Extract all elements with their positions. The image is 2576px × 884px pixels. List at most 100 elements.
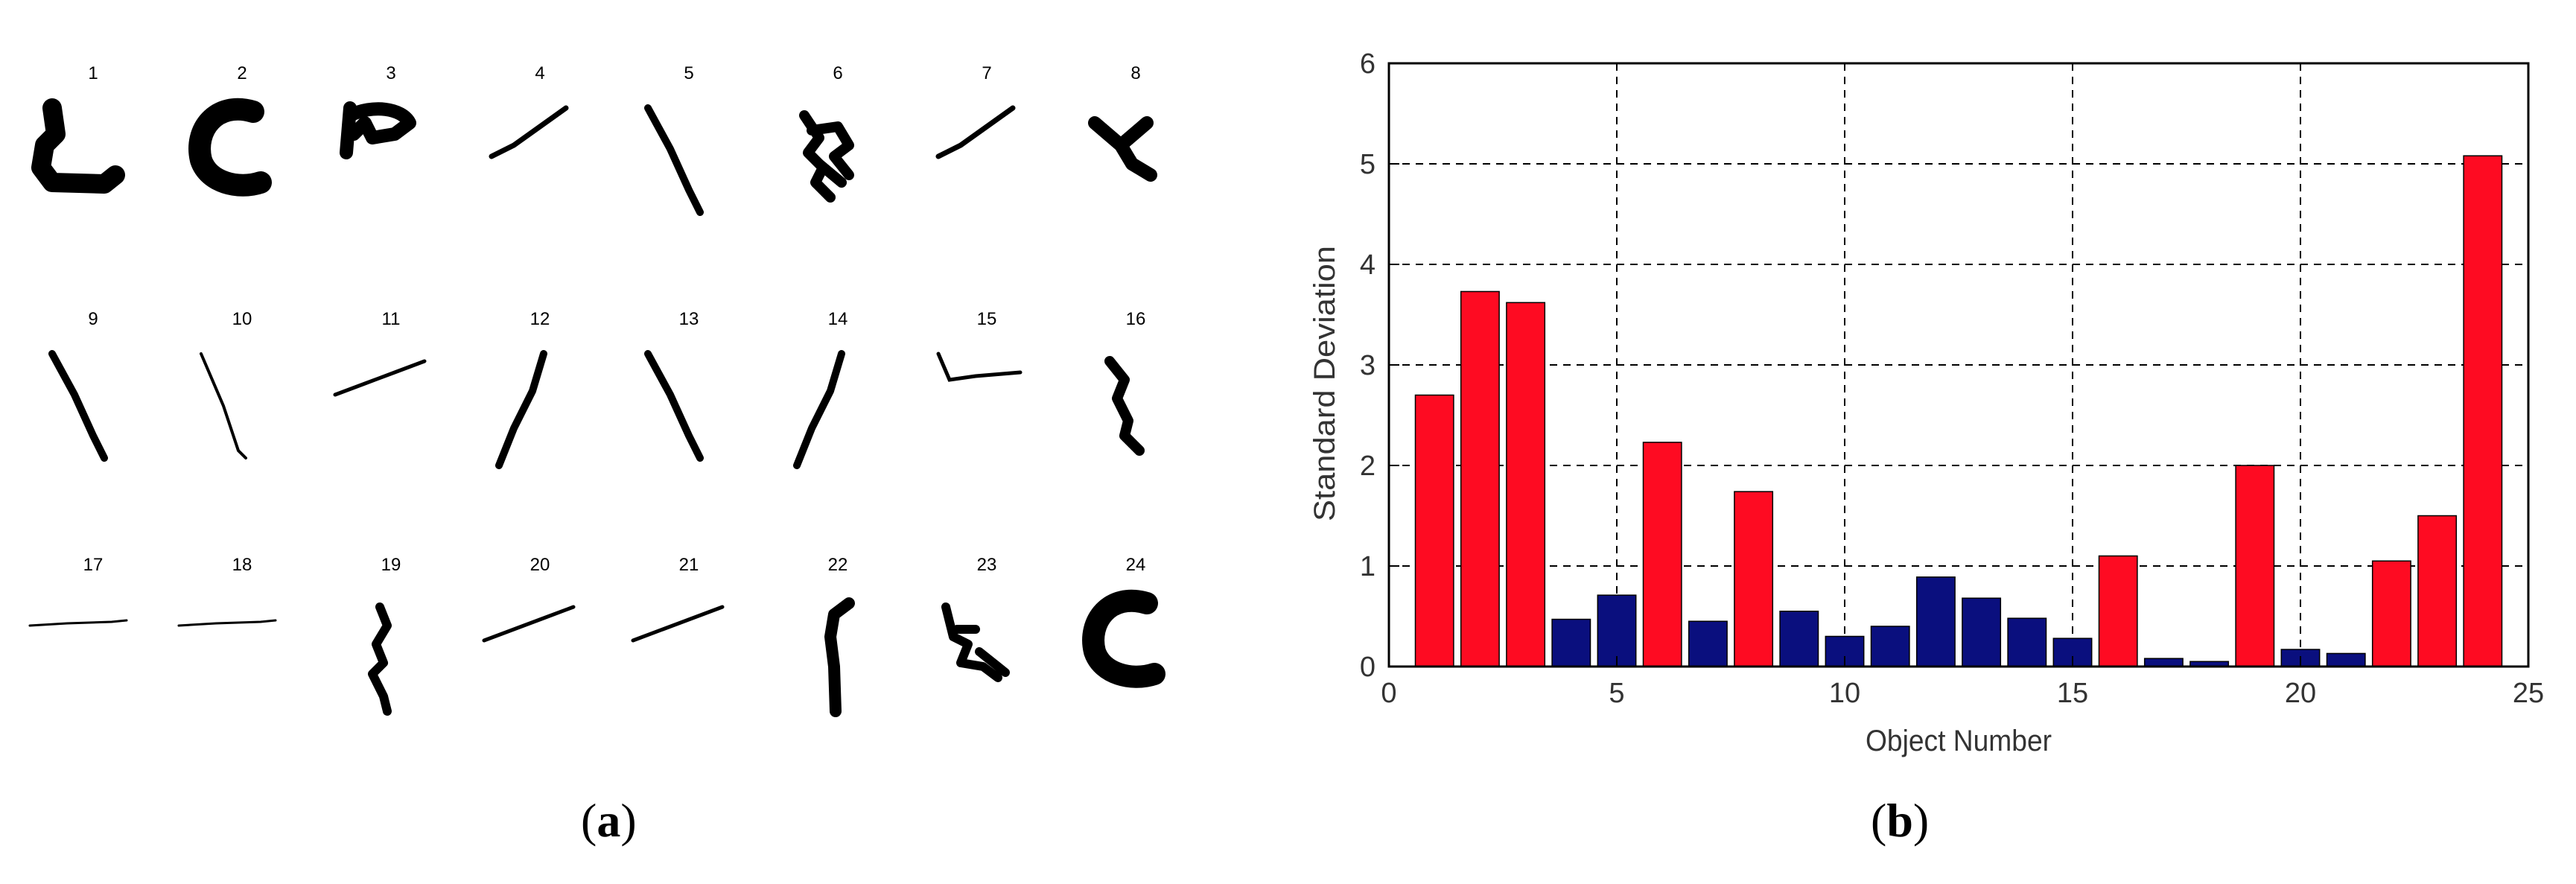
object-thumbnail: 13 bbox=[618, 309, 760, 540]
object-number-label: 9 bbox=[88, 309, 98, 329]
object-shape-image bbox=[799, 110, 854, 203]
object-thumbnail: 8 bbox=[1065, 63, 1206, 294]
object-number-label: 13 bbox=[678, 309, 699, 329]
object-shape-image bbox=[48, 350, 108, 462]
object-shape-image bbox=[188, 98, 272, 197]
bar-object-3 bbox=[1506, 302, 1546, 667]
object-shape-image bbox=[200, 352, 247, 460]
object-shape-image bbox=[936, 352, 1023, 382]
y-tick-label: 0 bbox=[1360, 652, 1376, 683]
bar-object-5 bbox=[1597, 594, 1637, 667]
object-shape-image bbox=[793, 350, 845, 469]
object-thumbnail: 17 bbox=[22, 555, 164, 786]
bar-object-17 bbox=[2143, 658, 2184, 667]
object-shape-image bbox=[1104, 356, 1145, 456]
object-number-label: 18 bbox=[232, 555, 252, 575]
object-thumbnail: 7 bbox=[916, 63, 1058, 294]
object-thumbnail: 24 bbox=[1065, 555, 1206, 786]
bar-object-14 bbox=[2007, 617, 2047, 667]
object-thumbnail: 11 bbox=[320, 309, 462, 540]
object-number-label: 14 bbox=[827, 309, 848, 329]
bar-object-11 bbox=[1870, 626, 1910, 667]
object-number-label: 19 bbox=[381, 555, 401, 575]
bar-object-1 bbox=[1414, 394, 1454, 667]
object-shape-image bbox=[941, 602, 1010, 682]
object-number-label: 21 bbox=[678, 555, 699, 575]
y-tick-label: 2 bbox=[1360, 451, 1376, 482]
object-thumbnail: 2 bbox=[171, 63, 313, 294]
object-thumbnail: 23 bbox=[916, 555, 1058, 786]
bar-object-16 bbox=[2098, 555, 2138, 667]
caption-a: (a) bbox=[581, 794, 637, 847]
object-number-label: 20 bbox=[529, 555, 550, 575]
x-tick-label: 0 bbox=[1381, 678, 1396, 709]
object-thumbnail: 14 bbox=[767, 309, 909, 540]
object-thumbnail: 21 bbox=[618, 555, 760, 786]
object-number-label: 8 bbox=[1130, 63, 1141, 83]
object-thumbnail: 9 bbox=[22, 309, 164, 540]
y-tick-label: 3 bbox=[1360, 350, 1376, 381]
bar-object-21 bbox=[2326, 652, 2366, 667]
bar-object-4 bbox=[1551, 618, 1591, 667]
object-shape-image bbox=[489, 105, 569, 159]
bar-object-12 bbox=[1915, 576, 1956, 667]
object-shape-image bbox=[1088, 116, 1157, 182]
y-tick-label: 5 bbox=[1360, 149, 1376, 180]
object-thumbnail: 5 bbox=[618, 63, 760, 294]
object-thumbnail: 18 bbox=[171, 555, 313, 786]
bar-object-7 bbox=[1688, 620, 1728, 667]
object-number-label: 15 bbox=[976, 309, 997, 329]
object-thumbnail: 3 bbox=[320, 63, 462, 294]
object-shape-image bbox=[644, 350, 704, 462]
std-deviation-bar-chart: 0 5 10 15 20 25 0 1 2 3 4 5 6 Object Number Standard… bbox=[1308, 48, 2544, 757]
object-thumbnail: 4 bbox=[469, 63, 611, 294]
object-thumbnail: 16 bbox=[1065, 309, 1206, 540]
object-number-label: 6 bbox=[833, 63, 843, 83]
object-thumbnail: 10 bbox=[171, 309, 313, 540]
x-tick-label: 5 bbox=[1609, 678, 1624, 709]
object-shape-image bbox=[340, 101, 416, 159]
object-number-label: 11 bbox=[381, 309, 401, 329]
object-shape-image bbox=[935, 105, 1016, 159]
bar-object-19 bbox=[2235, 465, 2275, 667]
bar-object-24 bbox=[2463, 155, 2503, 667]
object-shape-image bbox=[368, 602, 392, 716]
x-tick-label: 10 bbox=[1829, 678, 1860, 709]
object-shape-image bbox=[28, 619, 128, 627]
y-tick-label: 4 bbox=[1360, 249, 1376, 281]
object-thumbnails-panel: 1 2 3 4 5 6 7 8 9 10 11 12 13 14 15 16 17 18 19 20 21 22 23 24 bbox=[22, 63, 1206, 786]
object-shape-image bbox=[495, 350, 547, 469]
bars bbox=[1414, 155, 2503, 667]
object-shape-image bbox=[31, 98, 125, 194]
object-shape-image bbox=[482, 605, 576, 643]
object-number-label: 23 bbox=[976, 555, 997, 575]
object-thumbnail: 20 bbox=[469, 555, 611, 786]
object-shape-image bbox=[333, 359, 427, 397]
bar-object-9 bbox=[1779, 611, 1819, 667]
grid-lines bbox=[1389, 63, 2528, 667]
object-number-label: 22 bbox=[827, 555, 848, 575]
object-thumbnail: 1 bbox=[22, 63, 164, 294]
object-thumbnail: 19 bbox=[320, 555, 462, 786]
bar-object-2 bbox=[1460, 290, 1500, 667]
object-number-label: 12 bbox=[529, 309, 550, 329]
object-number-label: 7 bbox=[982, 63, 992, 83]
x-tick-label: 15 bbox=[2057, 678, 2088, 709]
object-thumbnail: 6 bbox=[767, 63, 909, 294]
x-axis-label: Object Number bbox=[1866, 725, 2052, 757]
object-shape-image bbox=[631, 605, 725, 643]
object-thumbnail: 22 bbox=[767, 555, 909, 786]
bar-object-23 bbox=[2417, 515, 2458, 667]
axis-ticks: 0 5 10 15 20 25 0 1 2 3 4 5 6 bbox=[1360, 48, 2544, 709]
object-number-label: 2 bbox=[237, 63, 247, 83]
object-shape-image bbox=[824, 597, 855, 717]
object-number-label: 10 bbox=[232, 309, 252, 329]
object-number-label: 5 bbox=[684, 63, 694, 83]
bar-object-6 bbox=[1642, 442, 1682, 667]
y-axis-label: Standard Deviation bbox=[1308, 246, 1341, 521]
bar-object-8 bbox=[1734, 491, 1774, 667]
object-number-label: 3 bbox=[386, 63, 396, 83]
object-number-label: 4 bbox=[535, 63, 545, 83]
object-shape-image bbox=[644, 104, 704, 216]
bar-object-13 bbox=[1962, 597, 2002, 667]
